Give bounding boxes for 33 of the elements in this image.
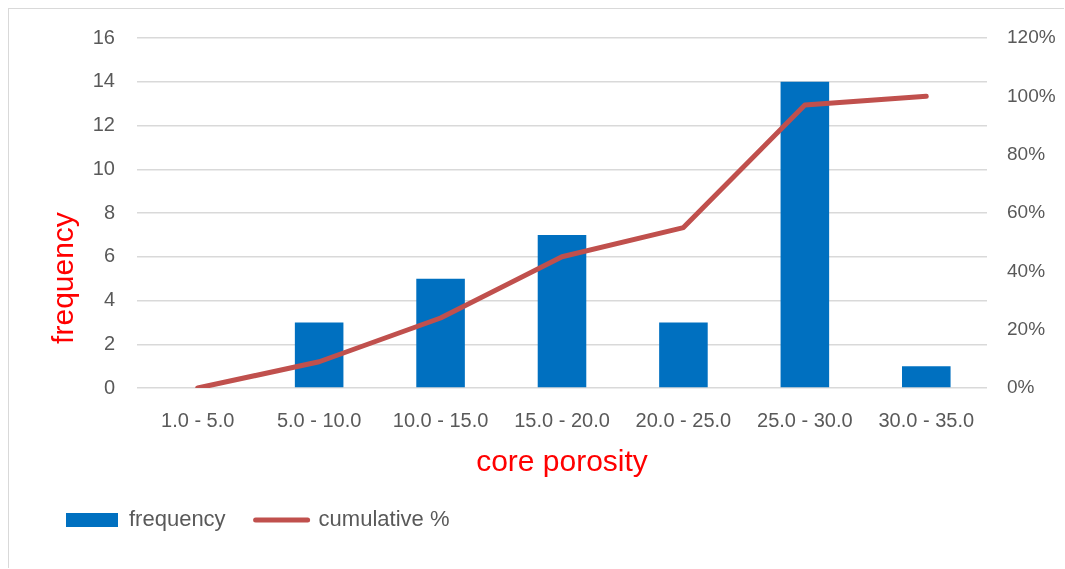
bar bbox=[416, 278, 465, 388]
x-tick-label: 10.0 - 15.0 bbox=[392, 408, 489, 431]
y2-tick-label: 100% bbox=[1007, 84, 1056, 106]
x-tick-label: 20.0 - 25.0 bbox=[635, 408, 732, 431]
y-tick-label: 8 bbox=[103, 200, 115, 223]
y-tick-label: 0 bbox=[103, 375, 115, 398]
x-tick-label: 1.0 - 5.0 bbox=[161, 408, 235, 431]
x-tick-label: 25.0 - 30.0 bbox=[757, 408, 853, 431]
legend-label: cumulative % bbox=[318, 506, 450, 532]
bar bbox=[780, 81, 830, 388]
y-tick-label: 12 bbox=[92, 113, 115, 136]
bar bbox=[902, 366, 951, 388]
y-tick-label: 6 bbox=[103, 244, 115, 267]
y-tick-label: 10 bbox=[92, 156, 115, 179]
y-axis-title: frequency bbox=[46, 212, 80, 344]
bar bbox=[294, 322, 344, 388]
x-tick-label: 15.0 - 20.0 bbox=[514, 408, 610, 431]
y2-tick-label: 20% bbox=[1007, 317, 1046, 339]
y2-tick-label: 0% bbox=[1007, 376, 1035, 398]
y2-tick-label: 80% bbox=[1007, 142, 1046, 164]
x-tick-label: 5.0 - 10.0 bbox=[276, 408, 362, 431]
bar bbox=[537, 234, 587, 388]
y-tick-label: 2 bbox=[103, 331, 115, 354]
y2-tick-label: 40% bbox=[1007, 259, 1046, 281]
y-tick-label: 16 bbox=[92, 25, 115, 48]
y2-tick-label: 120% bbox=[1007, 26, 1056, 48]
y-tick-label: 14 bbox=[92, 69, 115, 92]
bar bbox=[659, 322, 708, 388]
x-tick-label: 30.0 - 35.0 bbox=[878, 408, 975, 431]
legend-label: frequency bbox=[129, 506, 226, 532]
y-tick-label: 4 bbox=[103, 288, 115, 311]
y2-tick-label: 60% bbox=[1007, 201, 1046, 223]
x-axis-title: core porosity bbox=[476, 444, 648, 478]
